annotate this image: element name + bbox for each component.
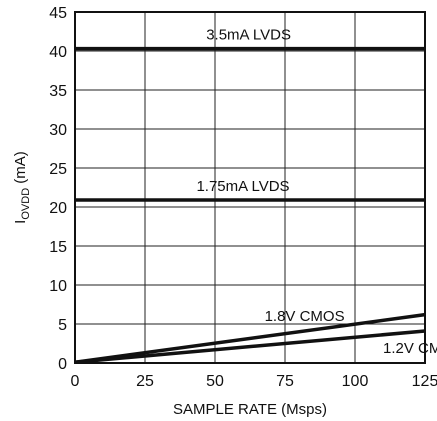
y-tick-label: 45 <box>49 5 67 22</box>
y-tick-label: 20 <box>49 200 67 217</box>
y-tick-label: 15 <box>49 239 67 256</box>
y-tick-label: 0 <box>58 356 67 373</box>
x-tick-labels: 0 25 50 75 100 125 <box>71 373 437 390</box>
y-tick-label: 25 <box>49 161 67 178</box>
series-line-3 <box>74 329 426 364</box>
y-tick-label: 40 <box>49 44 67 61</box>
y-axis-label-subscript: OVDD <box>20 188 32 220</box>
y-tick-labels: 0 5 10 15 20 25 30 35 40 45 <box>49 5 67 373</box>
series-label-2: 1.8V CMOS <box>265 308 345 325</box>
x-tick-label: 25 <box>136 373 154 390</box>
series-label-0: 3.5mA LVDS <box>206 27 291 44</box>
x-tick-label: 75 <box>276 373 294 390</box>
plot-frame <box>74 11 426 364</box>
series-label-3: 1.2V CMOS <box>383 340 437 357</box>
x-tick-label: 100 <box>342 373 369 390</box>
series-lines <box>74 46 426 364</box>
y-axis-label-unit: (mA) <box>12 151 29 188</box>
series-line-2 <box>74 312 426 364</box>
x-tick-label: 125 <box>412 373 437 390</box>
series-label-1: 1.75mA LVDS <box>196 178 289 195</box>
y-axis-label-main: I <box>12 220 29 224</box>
x-axis-label: SAMPLE RATE (Msps) <box>173 401 327 418</box>
y-tick-label: 35 <box>49 83 67 100</box>
x-tick-label: 0 <box>71 373 80 390</box>
series-labels: 3.5mA LVDS 1.75mA LVDS 1.8V CMOS 1.2V CMOS <box>196 27 437 357</box>
x-tick-label: 50 <box>206 373 224 390</box>
y-tick-label: 10 <box>49 278 67 295</box>
y-axis-label: IOVDD (mA) <box>12 151 32 224</box>
y-tick-label: 30 <box>49 122 67 139</box>
y-tick-label: 5 <box>58 317 67 334</box>
